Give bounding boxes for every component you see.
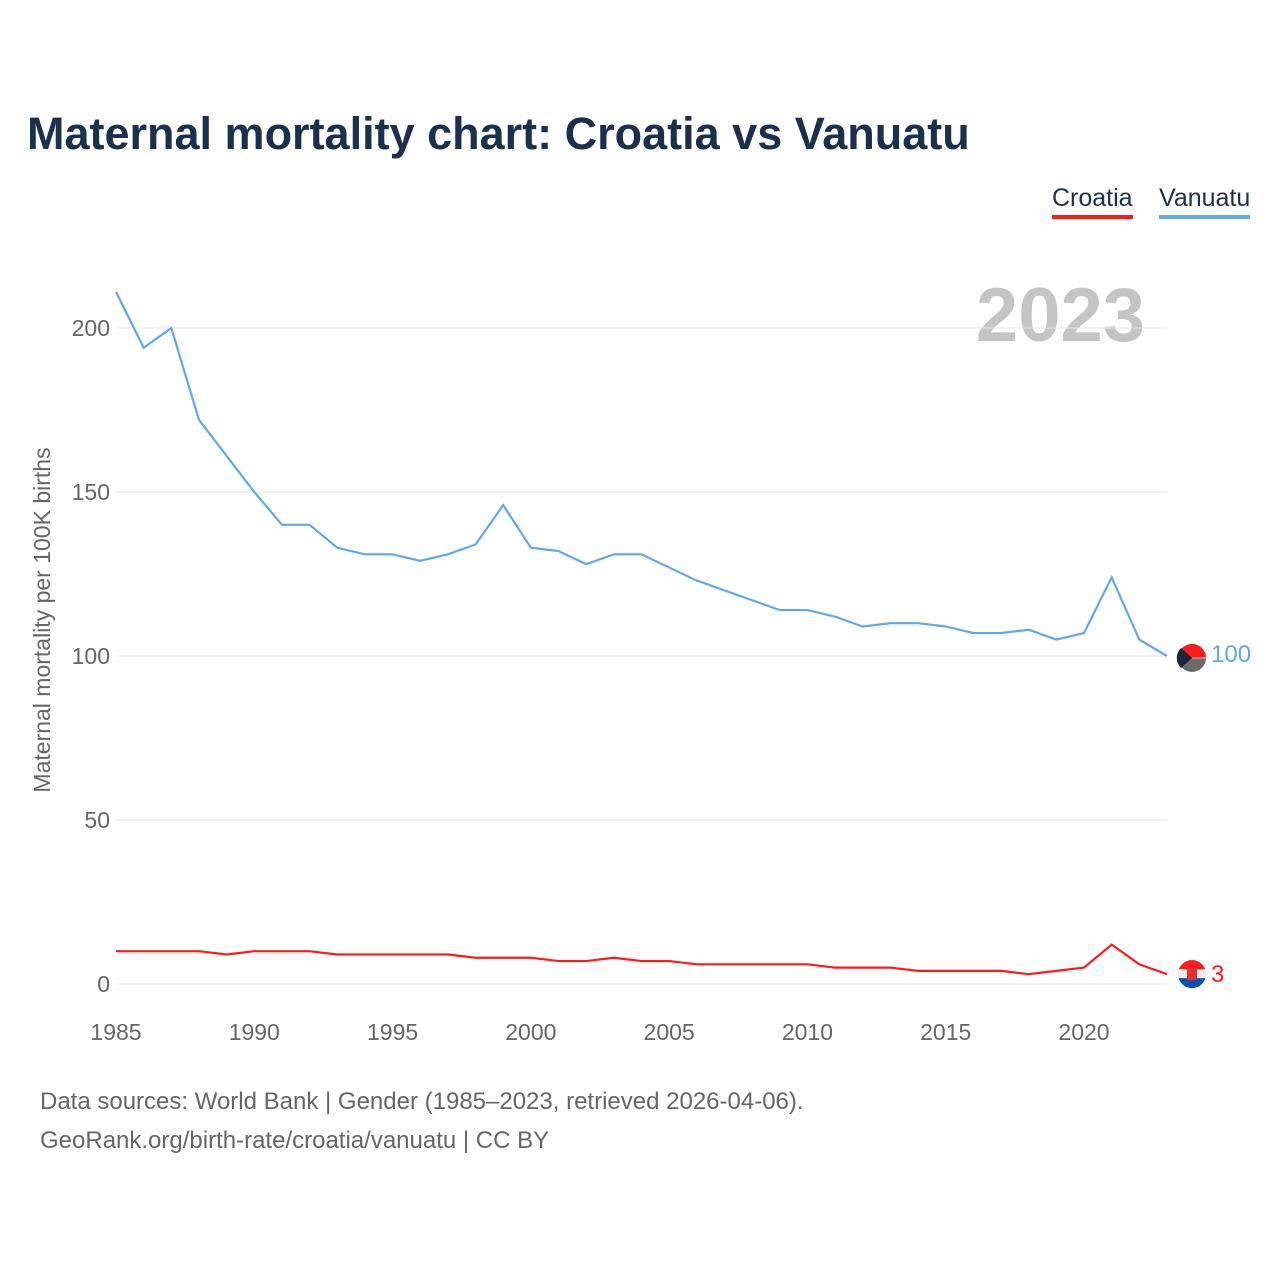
x-tick-label: 2015 [920, 1019, 971, 1045]
x-tick-label: 2010 [782, 1019, 833, 1045]
end-value-label-vanuatu: 100 [1211, 641, 1251, 668]
y-tick-label: 200 [72, 315, 110, 341]
x-tick-label: 2005 [644, 1019, 695, 1045]
croatia-flag-icon [1187, 968, 1197, 981]
vanuatu-flag-icon [1176, 648, 1192, 668]
x-tick-label: 2000 [505, 1019, 556, 1045]
legend-vanuatu[interactable]: Vanuatu [1159, 184, 1251, 219]
y-tick-label: 100 [72, 643, 110, 669]
source-text: Data sources: World Bank | Gender (1985–… [40, 1088, 804, 1115]
legend-croatia[interactable]: Croatia [1052, 184, 1133, 219]
y-tick-label: 50 [84, 807, 110, 833]
y-tick-label: 150 [72, 479, 110, 505]
source-link[interactable]: GeoRank.org/birth-rate/croatia/vanuatu |… [40, 1127, 550, 1154]
y-tick-label: 0 [97, 971, 110, 997]
series-line-vanuatu [115, 291, 1168, 657]
chart-title: Maternal mortality chart: Croatia vs Van… [27, 108, 970, 159]
x-tick-label: 1995 [367, 1019, 418, 1045]
y-axis-label: Maternal mortality per 100K births [29, 447, 55, 792]
end-value-label-croatia: 3 [1211, 961, 1224, 988]
x-tick-label: 2020 [1058, 1019, 1109, 1045]
x-tick-label: 1990 [229, 1019, 280, 1045]
year-watermark: 2023 [976, 273, 1145, 358]
x-tick-label: 1985 [90, 1019, 141, 1045]
series-line-croatia [116, 943, 1168, 976]
